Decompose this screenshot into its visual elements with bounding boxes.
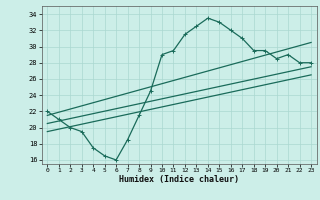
X-axis label: Humidex (Indice chaleur): Humidex (Indice chaleur) [119,175,239,184]
